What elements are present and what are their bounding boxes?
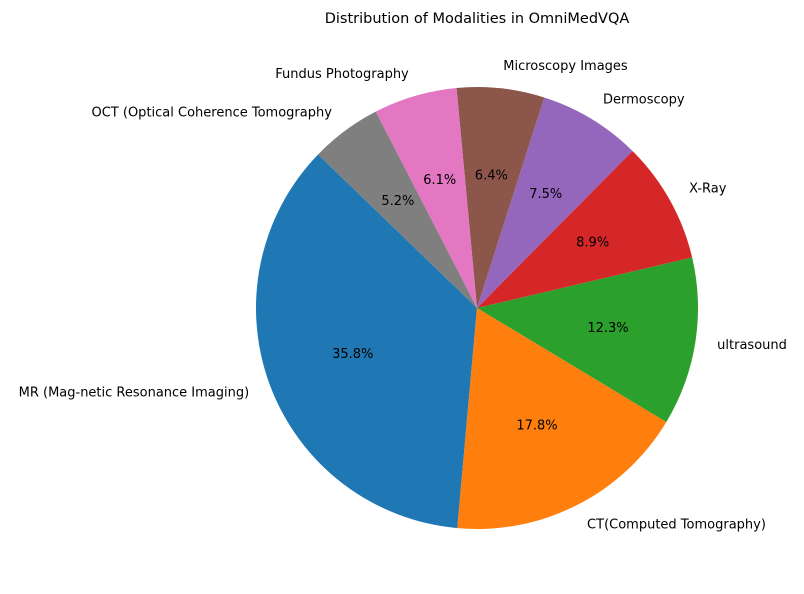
slice-percent-label: 17.8% xyxy=(516,419,557,434)
chart-title: Distribution of Modalities in OmniMedVQA xyxy=(325,11,630,27)
pie-slice xyxy=(456,86,545,308)
slice-category-label: Dermoscopy xyxy=(603,93,685,108)
pie-slices xyxy=(256,86,699,530)
pie-slice xyxy=(375,87,477,308)
slice-category-label: MR (Mag-netic Resonance Imaging) xyxy=(19,385,250,400)
slice-percent-label: 8.9% xyxy=(576,236,609,251)
pie-slice xyxy=(318,111,477,308)
slice-category-label: OCT (Optical Coherence Tomography xyxy=(92,105,333,120)
slice-percent-label: 6.1% xyxy=(423,173,456,188)
slice-category-label: CT(Computed Tomography) xyxy=(587,517,766,532)
pie-slice xyxy=(256,154,477,529)
slice-category-label: Fundus Photography xyxy=(275,67,409,82)
slice-category-label: Microscopy Images xyxy=(503,59,628,74)
slice-percent-label: 35.8% xyxy=(332,347,373,362)
slice-percent-label: 5.2% xyxy=(381,194,414,209)
pie-slice xyxy=(477,150,693,308)
pie-slice xyxy=(457,308,667,530)
slice-percent-label: 6.4% xyxy=(475,169,508,184)
slice-category-label: ultrasound xyxy=(717,338,787,353)
slice-category-label: X-Ray xyxy=(689,182,727,197)
slice-percent-label: 12.3% xyxy=(587,321,628,336)
pie-slice xyxy=(477,97,633,309)
category-labels: MR (Mag-netic Resonance Imaging) CT(Compu… xyxy=(19,59,787,532)
pie-slice xyxy=(477,257,699,422)
percent-labels: 35.8% 17.8% 12.3% 8.9% 7.5% 6.4% 6.1% 5.2% xyxy=(332,169,629,434)
slice-percent-label: 7.5% xyxy=(529,187,562,202)
